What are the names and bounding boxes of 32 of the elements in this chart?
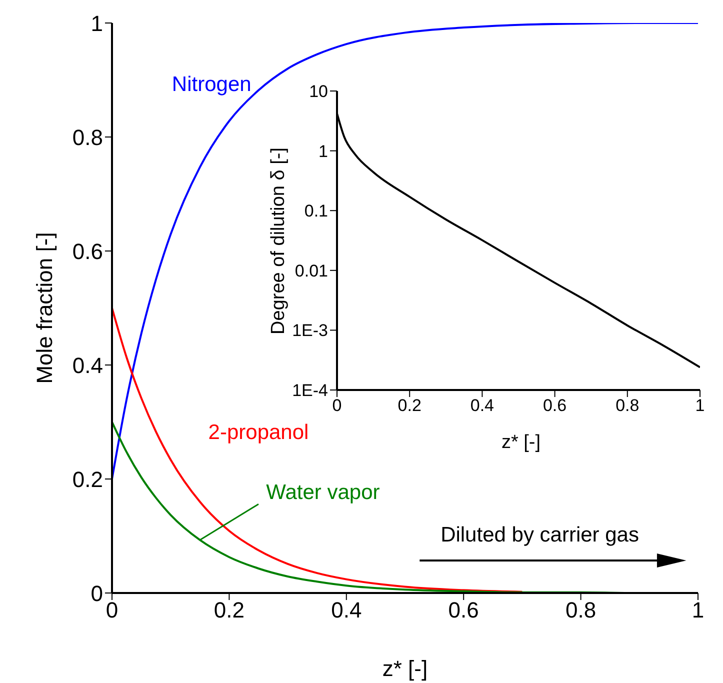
y-tick-label: 0.2 [72, 466, 103, 492]
x-tick-label: 0.2 [214, 598, 244, 623]
y-tick-label: 0.1 [304, 202, 328, 221]
x-tick-label: 0.6 [448, 598, 479, 623]
annotation: Diluted by carrier gas [440, 524, 639, 547]
x-tick-label: 0.8 [616, 396, 640, 416]
y-tick-label: 0.4 [72, 352, 103, 378]
y-axis-title: Degree of dilution δ [-] [268, 148, 289, 334]
y-tick-label: 10 [309, 82, 328, 102]
x-tick-label: 0.8 [566, 598, 596, 623]
x-tick-label: 1 [692, 598, 704, 623]
y-tick-label: 1E-4 [292, 381, 328, 400]
y-tick-label: 0 [90, 580, 103, 606]
y-tick-label: 0.6 [72, 238, 103, 264]
x-axis-title: z* [-] [382, 656, 428, 681]
x-tick-label: 0.4 [331, 598, 362, 623]
x-axis-title: z* [-] [501, 432, 541, 453]
line-series [112, 23, 698, 480]
x-tick-label: 0.6 [542, 396, 567, 416]
x-tick-label: 1 [695, 396, 705, 416]
y-tick-label: 0.01 [294, 261, 328, 280]
y-axis-title: Mole fraction [-] [32, 232, 57, 384]
y-tick-label: 1 [90, 10, 103, 36]
series-label: Nitrogen [172, 73, 252, 96]
x-tick-label: 0.2 [398, 396, 422, 416]
text: Water vapor [266, 480, 380, 504]
y-tick-label: 1 [318, 142, 328, 161]
y-tick-label: 1E-3 [292, 321, 328, 340]
series-label: 2-propanol [208, 420, 309, 444]
y-tick-label: 0.8 [72, 124, 103, 150]
x-tick-label: 0.4 [470, 396, 494, 416]
x-tick-label: 0 [332, 396, 342, 416]
